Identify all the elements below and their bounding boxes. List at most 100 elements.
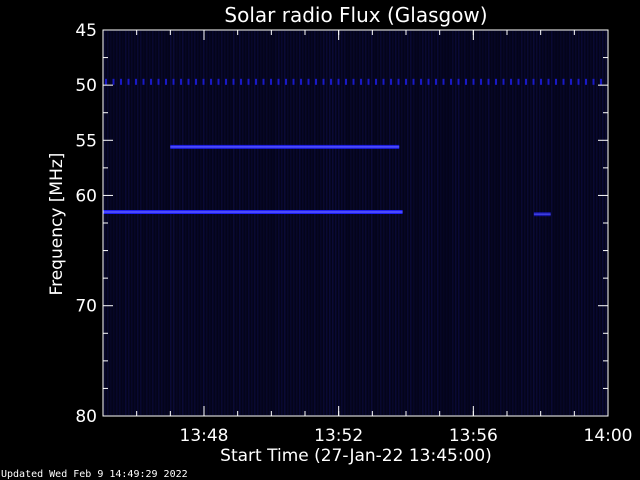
noise-column (362, 31, 364, 415)
y-axis-ticks: 45 50 55 60 70 80 (75, 21, 608, 427)
y-tick-label: 50 (75, 76, 97, 96)
emission-band-segment (375, 78, 377, 85)
noise-column (422, 31, 424, 415)
noise-column (236, 31, 238, 415)
noise-column (248, 31, 250, 415)
emission-band-segment (562, 78, 565, 85)
noise-column (308, 31, 310, 415)
noise-column (215, 31, 217, 415)
noise-column (530, 31, 532, 415)
noise-column (593, 31, 595, 415)
noise-column (521, 31, 523, 415)
noise-column (254, 31, 256, 415)
noise-column (374, 31, 376, 415)
noise-column (191, 31, 193, 415)
noise-column (446, 31, 448, 415)
noise-column (158, 31, 160, 415)
noise-column (569, 31, 571, 415)
plot-background (103, 30, 608, 416)
noise-column (179, 31, 181, 415)
noise-column (353, 31, 355, 415)
noise-column (197, 31, 199, 415)
emission-band-segment (577, 78, 580, 85)
noise-column (350, 31, 352, 415)
noise-column (281, 31, 283, 415)
noise-column (473, 31, 475, 415)
noise-column (449, 31, 451, 415)
noise-column (509, 31, 511, 415)
noise-column (599, 31, 601, 415)
emission-band-segment (135, 78, 137, 85)
noise-column (368, 31, 370, 415)
noise-column (500, 31, 502, 415)
noise-column (581, 31, 583, 415)
emission-band-segment (532, 78, 535, 85)
noise-column (482, 31, 484, 415)
emission-band-segment (382, 78, 385, 85)
emission-band-segment (352, 78, 355, 85)
emission-band-segment (232, 78, 235, 85)
emission-band-segment (165, 78, 167, 85)
noise-column (341, 31, 343, 415)
updated-timestamp: Updated Wed Feb 9 14:49:29 2022 (1, 469, 188, 480)
emission-band-segment (150, 78, 152, 85)
emission-band-segment (390, 78, 392, 85)
noise-column (137, 31, 139, 415)
emission-band-segment (172, 78, 175, 85)
emission-band-segment (202, 78, 205, 85)
emission-band-segment (405, 78, 407, 85)
noise-column (377, 31, 379, 415)
emission-band-segment (465, 78, 467, 85)
noise-column (317, 31, 319, 415)
emission-band-segment (270, 78, 272, 85)
emission-band-segment (585, 78, 587, 85)
noise-column (323, 31, 325, 415)
x-tick-label: 13:52 (314, 426, 363, 446)
emission-band-segment (435, 78, 437, 85)
noise-column (266, 31, 268, 415)
noise-column (119, 31, 121, 415)
y-axis-label: Frequency [MHz] (47, 153, 67, 296)
noise-column (551, 31, 553, 415)
noise-column (380, 31, 382, 415)
noise-column (485, 31, 487, 415)
emission-band-segment (292, 78, 295, 85)
noise-column (113, 31, 115, 415)
emission-band-segment (570, 78, 572, 85)
noise-column (497, 31, 499, 415)
noise-column (428, 31, 430, 415)
noise-column (383, 31, 385, 415)
noise-column (425, 31, 427, 415)
emission-band-segment (105, 78, 107, 85)
noise-column (494, 31, 496, 415)
noise-column (251, 31, 253, 415)
noise-column (188, 31, 190, 415)
y-tick-label: 80 (75, 407, 97, 427)
noise-column (401, 31, 403, 415)
noise-column (584, 31, 586, 415)
y-tick-label: 55 (75, 131, 97, 151)
noise-column (356, 31, 358, 415)
emission-band-segment (427, 78, 430, 85)
noise-column (404, 31, 406, 415)
noise-column (554, 31, 556, 415)
noise-column (602, 31, 604, 415)
emission-band-segment (247, 78, 250, 85)
emission-band-segment (322, 78, 325, 85)
noise-column (164, 31, 166, 415)
noise-column (122, 31, 124, 415)
noise-column (146, 31, 148, 415)
noise-column (542, 31, 544, 415)
noise-column (170, 31, 172, 415)
noise-column (464, 31, 466, 415)
noise-column (443, 31, 445, 415)
noise-column (227, 31, 229, 415)
emission-band-segment (142, 78, 145, 85)
noise-column (155, 31, 157, 415)
noise-column (467, 31, 469, 415)
noise-column (185, 31, 187, 415)
noise-column (116, 31, 118, 415)
noise-column (242, 31, 244, 415)
noise-column (512, 31, 514, 415)
emission-band-segment (540, 78, 542, 85)
